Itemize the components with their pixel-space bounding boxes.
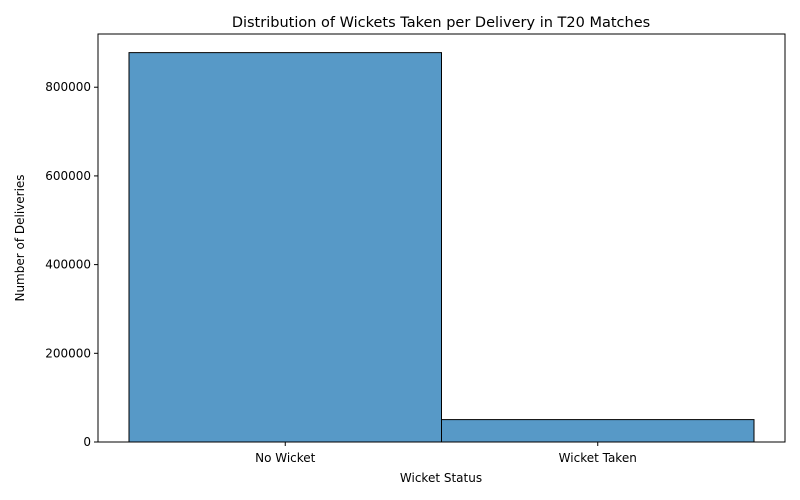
- y-tick-label: 600000: [45, 169, 91, 183]
- x-tick-label: No Wicket: [255, 451, 316, 465]
- x-tick-label: Wicket Taken: [559, 451, 637, 465]
- chart-title: Distribution of Wickets Taken per Delive…: [232, 15, 650, 31]
- y-tick-label: 400000: [45, 258, 91, 272]
- y-tick-label: 800000: [45, 80, 91, 94]
- y-tick-label: 0: [83, 435, 91, 449]
- plot-area: [128, 52, 755, 443]
- x-axis-label: Wicket Status: [400, 471, 482, 485]
- y-axis-label: Number of Deliveries: [13, 174, 27, 301]
- plot-frame: [97, 33, 786, 443]
- y-tick-label: 200000: [45, 346, 91, 360]
- bar: [441, 419, 755, 443]
- bar: [128, 52, 442, 443]
